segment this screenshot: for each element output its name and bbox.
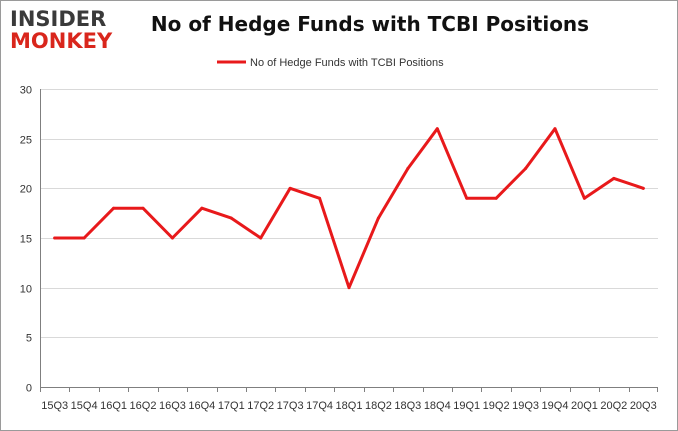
y-tick-label: 5 <box>26 333 32 345</box>
x-tick-label: 15Q4 <box>71 400 98 412</box>
x-tick-label: 15Q3 <box>41 400 68 412</box>
data-point <box>53 236 57 240</box>
data-point <box>524 166 528 170</box>
x-tick-labels: 15Q3 15Q4 16Q1 16Q2 16Q3 16Q4 17Q1 17Q2 17Q3 17Q4… <box>41 400 656 412</box>
legend-label: No of Hedge Funds with TCBI Positions <box>250 57 444 69</box>
data-point <box>82 236 86 240</box>
data-point <box>553 127 557 131</box>
x-tick-label: 16Q3 <box>159 400 186 412</box>
x-tick-label: 20Q1 <box>571 400 598 412</box>
insider-monkey-logo: INSIDER MONKEY <box>10 8 128 54</box>
x-tick-label: 20Q2 <box>600 400 627 412</box>
data-point <box>141 206 145 210</box>
x-tick-label: 17Q4 <box>306 400 333 412</box>
x-tick-label: 17Q3 <box>277 400 304 412</box>
series-layer <box>53 127 645 290</box>
data-point <box>170 236 174 240</box>
x-tick-label: 16Q1 <box>100 400 127 412</box>
x-tick-label: 19Q4 <box>542 400 569 412</box>
data-point <box>288 186 292 190</box>
x-tick-label: 18Q3 <box>394 400 421 412</box>
data-point <box>376 216 380 220</box>
x-tick-label: 18Q2 <box>365 400 392 412</box>
x-tick-label: 19Q2 <box>483 400 510 412</box>
x-tick-label: 17Q2 <box>247 400 274 412</box>
y-tick-label: 25 <box>20 135 32 147</box>
data-point <box>318 196 322 200</box>
logo-line-2: MONKEY <box>10 29 113 53</box>
logo-line-1: INSIDER <box>10 7 107 31</box>
grid-lines <box>40 89 658 338</box>
chart-title: No of Hedge Funds with TCBI Positions <box>150 12 590 36</box>
x-tick-label: 18Q1 <box>336 400 363 412</box>
data-point <box>612 176 616 180</box>
y-tick-label: 20 <box>20 184 32 196</box>
y-tick-label: 10 <box>20 284 32 296</box>
data-point <box>641 186 645 190</box>
y-tick-label: 0 <box>26 383 32 395</box>
y-tick-label: 30 <box>20 85 32 97</box>
data-point <box>435 127 439 131</box>
x-tick-label: 16Q2 <box>130 400 157 412</box>
y-tick-label: 15 <box>20 234 32 246</box>
axes <box>40 89 658 392</box>
x-tick-label: 16Q4 <box>188 400 215 412</box>
data-point <box>465 196 469 200</box>
x-tick-label: 20Q3 <box>630 400 657 412</box>
x-tick-label: 19Q1 <box>453 400 480 412</box>
data-point <box>347 286 351 290</box>
data-point <box>112 206 116 210</box>
data-point <box>582 196 586 200</box>
data-point <box>200 206 204 210</box>
y-tick-labels: 0 5 10 15 20 25 30 <box>20 85 32 395</box>
data-point <box>494 196 498 200</box>
data-point <box>259 236 263 240</box>
data-point <box>229 216 233 220</box>
x-tick-label: 17Q1 <box>218 400 245 412</box>
legend: No of Hedge Funds with TCBI Positions <box>217 57 444 69</box>
x-tick-label: 19Q3 <box>512 400 539 412</box>
data-point <box>406 166 410 170</box>
x-tick-label: 18Q4 <box>424 400 451 412</box>
